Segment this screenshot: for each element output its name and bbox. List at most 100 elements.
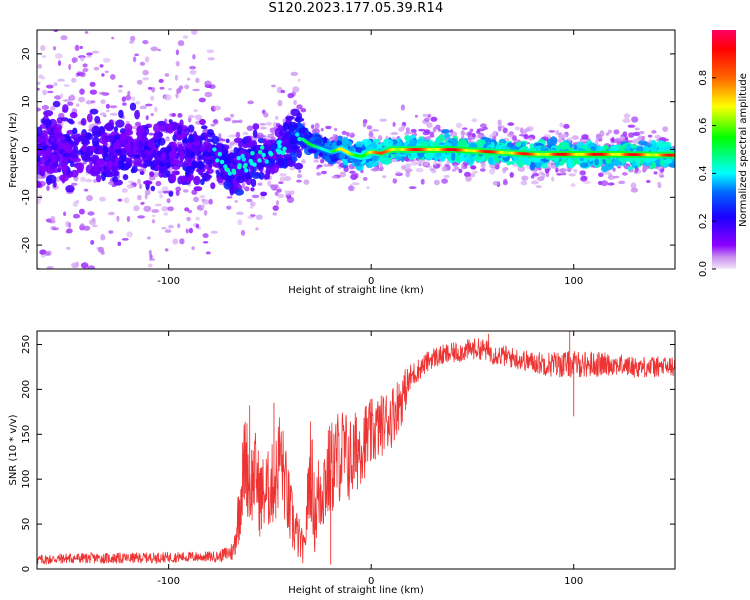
spectrum-noise-point [653, 171, 658, 175]
spectrum-band-point [53, 126, 62, 134]
spectrum-noise-point [147, 86, 153, 90]
spectrum-noise-point [651, 130, 657, 134]
spectrum-noise-point [153, 172, 159, 178]
spectrum-band-point [115, 148, 123, 155]
spectrum-noise-point [297, 78, 301, 83]
spectrum-noise-point [509, 172, 514, 178]
spectrum-noise-point [44, 251, 51, 256]
spectrum-noise-point [120, 282, 125, 287]
spectrum-peak-point [219, 159, 225, 165]
spectrum-noise-point [159, 86, 165, 90]
spectrum-band-point [202, 151, 213, 158]
spectrum-band-point [40, 141, 46, 148]
spectrum-noise-point [158, 78, 164, 83]
spectrum-noise-point [405, 127, 410, 134]
spectrum-band-point [154, 138, 161, 149]
spectrum-band-point [579, 162, 589, 168]
spectrum-noise-point [581, 134, 589, 140]
spectrum-noise-point [68, 222, 72, 229]
spectrum-noise-point [192, 88, 200, 92]
spectrum-band-point [69, 161, 75, 168]
spectrum-noise-point [177, 223, 181, 229]
spectrum-noise-point [139, 105, 147, 110]
spectrum-band-point [93, 162, 99, 173]
spectrum-noise-point [194, 23, 201, 28]
spectrum-noise-point [512, 135, 517, 142]
spectrum-band-point [58, 162, 69, 167]
spectrum-noise-point [580, 139, 589, 143]
spectrum-band-point [284, 153, 292, 161]
spectrum-band-point [96, 174, 102, 183]
spectrum-band-point [41, 146, 48, 151]
spectrum-band-point [44, 148, 53, 155]
spectrum-noise-point [296, 173, 303, 179]
spectrum-band-point [72, 127, 78, 135]
spectrum-noise-point [100, 250, 105, 255]
spectrum-noise-point [79, 71, 86, 78]
spectrum-noise-point [379, 118, 388, 122]
spectrum-band-point [118, 154, 127, 163]
spectrum-band-point [260, 191, 268, 197]
spectrum-band-point [277, 159, 285, 167]
spectrum-noise-point [187, 209, 192, 214]
spectrum-noise-point [134, 53, 139, 57]
spectrum-band-point [207, 168, 214, 174]
spectrum-band-point [62, 104, 69, 113]
spectrum-noise-point [266, 121, 272, 126]
x-tick-label: 0 [368, 276, 374, 287]
spectrum-noise-point [467, 131, 472, 136]
spectrum-noise-point [647, 134, 653, 138]
spectrum-noise-point [492, 130, 496, 137]
spectrum-band-point [668, 162, 675, 168]
spectrum-noise-point [57, 78, 65, 82]
spectrum-band-point [318, 152, 324, 157]
spectrum-noise-point [370, 168, 379, 172]
spectrum-noise-point [223, 117, 232, 122]
spectrum-noise-point [329, 136, 334, 142]
spectrum-noise-point [118, 7, 124, 13]
spectrum-band-point [129, 102, 137, 111]
spectrum-noise-point [260, 126, 267, 130]
spectrum-band-point [70, 169, 79, 178]
spectrum-noise-point [213, 119, 219, 125]
spectrum-noise-point [93, 66, 100, 71]
spectrum-noise-point [470, 165, 477, 170]
spectrum-peak-point [215, 158, 220, 163]
spectrum-noise-point [37, 107, 42, 112]
spectrum-noise-point [154, 203, 162, 207]
spectrum-noise-point [251, 194, 260, 199]
spectrum-band-point [203, 132, 209, 142]
spectrum-noise-point [242, 131, 249, 136]
spectrum-peak-point [257, 158, 262, 163]
spectrum-noise-point [137, 194, 142, 201]
spectrum-band-point [638, 140, 648, 146]
spectrum-noise-point [189, 70, 197, 73]
spectrum-band-point [457, 139, 468, 149]
spectrum-noise-point [125, 95, 132, 101]
spectrum-noise-point [218, 133, 222, 140]
spectrum-noise-point [618, 180, 626, 185]
colorbar-ticks: 0.00.20.40.60.8 [698, 70, 716, 277]
spectrum-noise-point [461, 165, 466, 170]
spectrum-band-point [190, 151, 195, 157]
spectrum-noise-point [274, 184, 279, 189]
spectrum-noise-point [184, 84, 190, 90]
spectrum-noise-point [132, 56, 137, 63]
spectrum-noise-point [346, 131, 350, 137]
spectrum-noise-point [617, 166, 621, 169]
spectrum-band-point [285, 115, 295, 120]
spectrum-band-point [613, 158, 620, 167]
spectrum-band-point [62, 164, 68, 175]
spectrum-noise-point [116, 215, 120, 222]
spectrum-noise-point [271, 84, 276, 88]
spectrum-band-point [80, 118, 87, 126]
y-tick-label: 0 [21, 146, 32, 152]
spectrum-noise-point [638, 130, 645, 135]
spectrum-band-point [82, 144, 87, 153]
spectrum-band-point [510, 160, 515, 165]
spectrum-noise-point [555, 129, 559, 136]
spectrum-noise-point [59, 93, 64, 99]
spectrum-noise-point [79, 88, 85, 95]
spectrum-band-point [559, 160, 565, 166]
